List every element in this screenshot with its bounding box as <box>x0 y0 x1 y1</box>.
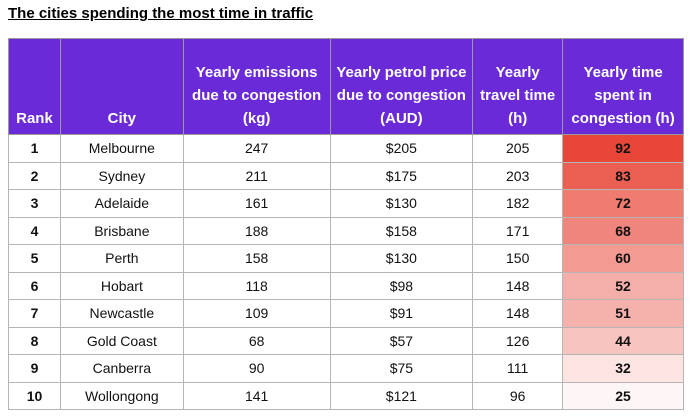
value-cell: 158 <box>182 244 331 273</box>
value-cell: 109 <box>182 299 331 328</box>
rank-cell: 2 <box>8 161 61 190</box>
value-cell: 96 <box>472 381 564 410</box>
rank-cell: 3 <box>8 189 61 218</box>
value-cell: $57 <box>329 326 474 355</box>
city-cell: Perth <box>59 244 184 273</box>
value-cell: 211 <box>182 161 331 190</box>
value-cell: $130 <box>329 189 474 218</box>
city-cell: Adelaide <box>59 189 184 218</box>
table-row: 10 Wollongong 141 $121 96 25 <box>8 381 684 410</box>
value-cell: 188 <box>182 216 331 245</box>
column-header: Yearly petrol price due to congestion (A… <box>329 38 474 135</box>
value-cell: 148 <box>472 299 564 328</box>
value-cell: 68 <box>182 326 331 355</box>
value-cell: $98 <box>329 271 474 300</box>
table-row: 2 Sydney 211 $175 203 83 <box>8 161 684 190</box>
rank-cell: 5 <box>8 244 61 273</box>
table-row: 4 Brisbane 188 $158 171 68 <box>8 216 684 245</box>
value-cell: 205 <box>472 134 564 163</box>
value-cell: $121 <box>329 381 474 410</box>
table-row: 1 Melbourne 247 $205 205 92 <box>8 134 684 163</box>
value-cell: $205 <box>329 134 474 163</box>
value-cell: 90 <box>182 354 331 383</box>
value-cell: 60 <box>562 244 684 273</box>
value-cell: $130 <box>329 244 474 273</box>
column-header: Yearly emissions due to congestion (kg) <box>182 38 331 135</box>
city-cell: Wollongong <box>59 381 184 410</box>
rank-cell: 9 <box>8 354 61 383</box>
value-cell: 83 <box>562 161 684 190</box>
table-row: 3 Adelaide 161 $130 182 72 <box>8 189 684 218</box>
value-cell: 182 <box>472 189 564 218</box>
value-cell: $75 <box>329 354 474 383</box>
rank-cell: 1 <box>8 134 61 163</box>
value-cell: 111 <box>472 354 564 383</box>
value-cell: 148 <box>472 271 564 300</box>
city-cell: Hobart <box>59 271 184 300</box>
table-row: 8 Gold Coast 68 $57 126 44 <box>8 326 684 355</box>
value-cell: 25 <box>562 381 684 410</box>
city-cell: Canberra <box>59 354 184 383</box>
value-cell: 118 <box>182 271 331 300</box>
table-row: 7 Newcastle 109 $91 148 51 <box>8 299 684 328</box>
rank-cell: 10 <box>8 381 61 410</box>
value-cell: 68 <box>562 216 684 245</box>
value-cell: $91 <box>329 299 474 328</box>
table-row: 6 Hobart 118 $98 148 52 <box>8 271 684 300</box>
traffic-table: Rank City Yearly emissions due to congesti… <box>8 38 684 410</box>
city-cell: Melbourne <box>59 134 184 163</box>
title: The cities spending the most time in tra… <box>8 5 314 22</box>
value-cell: 92 <box>562 134 684 163</box>
table-row: 5 Perth 158 $130 150 60 <box>8 244 684 273</box>
value-cell: 141 <box>182 381 331 410</box>
header-row: Rank City Yearly emissions due to congesti… <box>8 38 684 135</box>
value-cell: 171 <box>472 216 564 245</box>
table-row: 9 Canberra 90 $75 111 32 <box>8 354 684 383</box>
column-header: City <box>59 38 184 135</box>
value-cell: 72 <box>562 189 684 218</box>
rank-cell: 6 <box>8 271 61 300</box>
value-cell: 51 <box>562 299 684 328</box>
city-cell: Newcastle <box>59 299 184 328</box>
value-cell: 52 <box>562 271 684 300</box>
value-cell: 44 <box>562 326 684 355</box>
city-cell: Brisbane <box>59 216 184 245</box>
value-cell: 150 <box>472 244 564 273</box>
column-header: Yearly time spent in congestion (h) <box>562 38 684 135</box>
value-cell: $175 <box>329 161 474 190</box>
value-cell: 247 <box>182 134 331 163</box>
value-cell: 32 <box>562 354 684 383</box>
rank-cell: 7 <box>8 299 61 328</box>
city-cell: Gold Coast <box>59 326 184 355</box>
table-body: 1 Melbourne 247 $205 205 92 2 Sydney 211 $175 203 8… <box>8 134 684 410</box>
value-cell: 161 <box>182 189 331 218</box>
value-cell: 126 <box>472 326 564 355</box>
rank-cell: 4 <box>8 216 61 245</box>
value-cell: 203 <box>472 161 564 190</box>
column-header: Rank <box>8 38 61 135</box>
city-cell: Sydney <box>59 161 184 190</box>
value-cell: $158 <box>329 216 474 245</box>
column-header: Yearly travel time (h) <box>472 38 564 135</box>
rank-cell: 8 <box>8 326 61 355</box>
